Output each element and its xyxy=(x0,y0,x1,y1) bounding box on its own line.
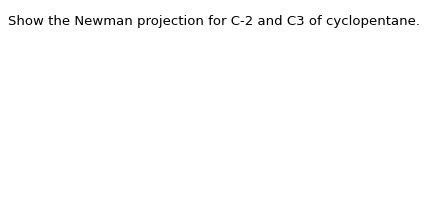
Text: Show the Newman projection for C-2 and C3 of cyclopentane.: Show the Newman projection for C-2 and C… xyxy=(8,15,420,28)
